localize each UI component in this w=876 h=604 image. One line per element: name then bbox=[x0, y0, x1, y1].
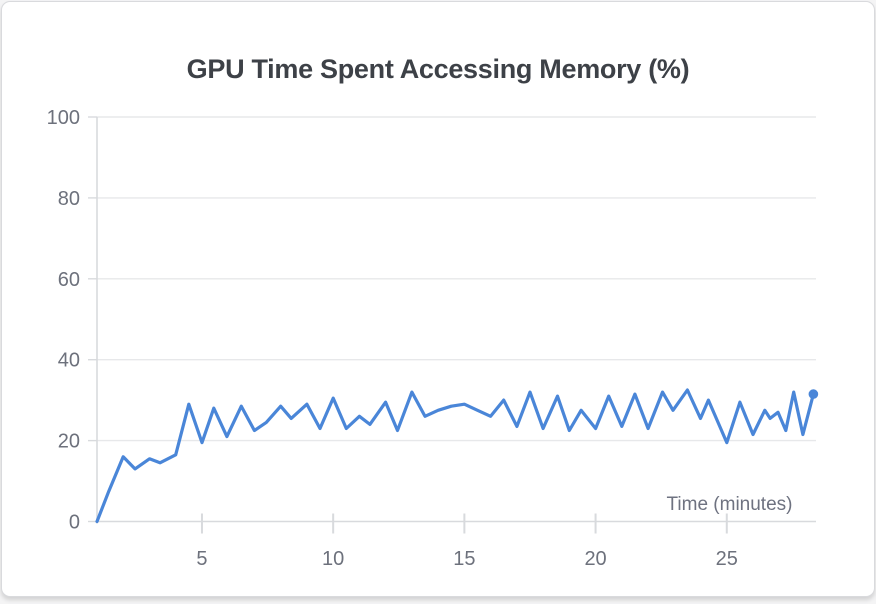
y-tick-label: 20 bbox=[58, 431, 80, 453]
y-tick-label: 60 bbox=[58, 269, 80, 291]
chart-title: GPU Time Spent Accessing Memory (%) bbox=[186, 54, 690, 84]
y-tick-label: 100 bbox=[47, 107, 80, 129]
x-tick-label: 10 bbox=[322, 548, 344, 570]
last-point-marker[interactable] bbox=[808, 389, 819, 399]
series-line[interactable] bbox=[95, 388, 816, 524]
y-tick-label: 80 bbox=[58, 188, 80, 210]
x-tick-label: 15 bbox=[453, 548, 475, 570]
y-tick-label: 40 bbox=[58, 350, 80, 372]
y-tick-label: 0 bbox=[69, 512, 80, 534]
x-tick-label: 25 bbox=[716, 548, 738, 570]
x-tick-label: 5 bbox=[196, 548, 207, 570]
x-tick-label: 20 bbox=[584, 548, 606, 570]
x-axis-label: Time (minutes) bbox=[666, 494, 793, 515]
